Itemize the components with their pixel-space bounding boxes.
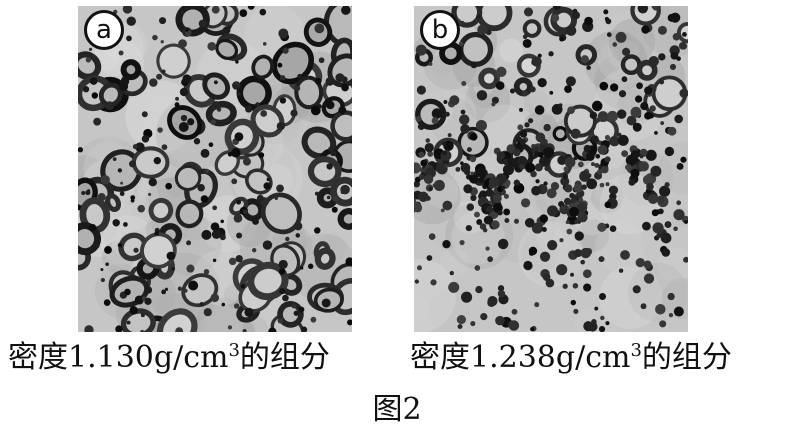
caption-a-prefix: 密度1.130g/cm [8,340,228,375]
panel-a-badge: a [84,10,124,50]
caption-a: 密度1.130g/cm3的组分 [8,340,330,376]
caption-a-suffix: 的组分 [240,340,330,375]
figure-label: 图2 [0,392,794,428]
micrograph-b: b [414,6,688,332]
micrograph-a: a [78,6,352,332]
micrograph-b-image [414,6,688,332]
caption-b: 密度1.238g/cm3的组分 [410,340,732,376]
caption-b-superscript: 3 [630,340,641,361]
micrograph-a-image [78,6,352,332]
caption-b-prefix: 密度1.238g/cm [410,340,630,375]
caption-b-suffix: 的组分 [642,340,732,375]
caption-a-superscript: 3 [228,340,239,361]
panel-b-badge: b [420,10,460,50]
